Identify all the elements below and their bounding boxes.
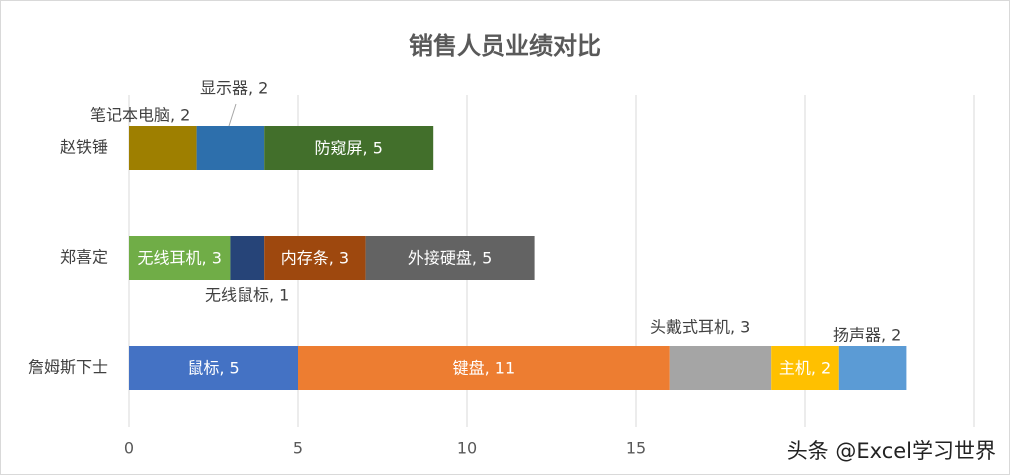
data-label-2-1: 键盘, 11 (453, 359, 516, 378)
data-label-1-3: 外接硬盘, 5 (408, 249, 492, 268)
bar-segment-1-3 (365, 236, 535, 280)
x-tick-label-0: 0 (124, 439, 134, 458)
data-label-2-0: 鼠标, 5 (187, 359, 239, 378)
chart-title: 销售人员业绩对比 (409, 32, 601, 60)
x-tick-label-2: 10 (457, 439, 477, 458)
category-label-0: 赵铁锤 (60, 138, 108, 157)
bar-segment-2-0 (129, 346, 298, 390)
data-label-2-2: 头戴式耳机, 3 (650, 318, 750, 337)
data-label-1-1: 无线鼠标, 1 (205, 286, 289, 305)
data-label-2-3: 主机, 2 (779, 359, 831, 378)
watermark: 头条 @Excel学习世界 (786, 439, 996, 463)
bar-segment-2-3 (771, 346, 839, 390)
bar-segment-0-2 (264, 126, 434, 170)
x-tick-label-3: 15 (626, 439, 646, 458)
bar-segment-1-0 (129, 236, 231, 280)
category-label-1: 郑喜定 (60, 248, 108, 267)
data-label-0-0: 笔记本电脑, 2 (90, 106, 190, 125)
data-label-1-2: 内存条, 3 (281, 249, 349, 268)
data-label-0-1: 显示器, 2 (200, 79, 268, 98)
x-tick-label-1: 5 (293, 439, 303, 458)
bar-segment-2-2 (669, 346, 772, 390)
data-label-2-4: 扬声器, 2 (833, 326, 901, 345)
data-label-0-2: 防窥屏, 5 (315, 139, 383, 158)
leader-line-0-1 (228, 103, 237, 127)
bar-segment-1-2 (264, 236, 366, 280)
data-label-1-0: 无线耳机, 3 (138, 249, 222, 268)
bar-segment-2-1 (298, 346, 670, 390)
bar-segment-1-1 (230, 236, 265, 280)
category-label-2: 詹姆斯下士 (28, 358, 108, 377)
bar-segment-2-4 (838, 346, 907, 390)
bar-segment-0-1 (196, 126, 265, 170)
bar-segment-0-0 (129, 126, 197, 170)
